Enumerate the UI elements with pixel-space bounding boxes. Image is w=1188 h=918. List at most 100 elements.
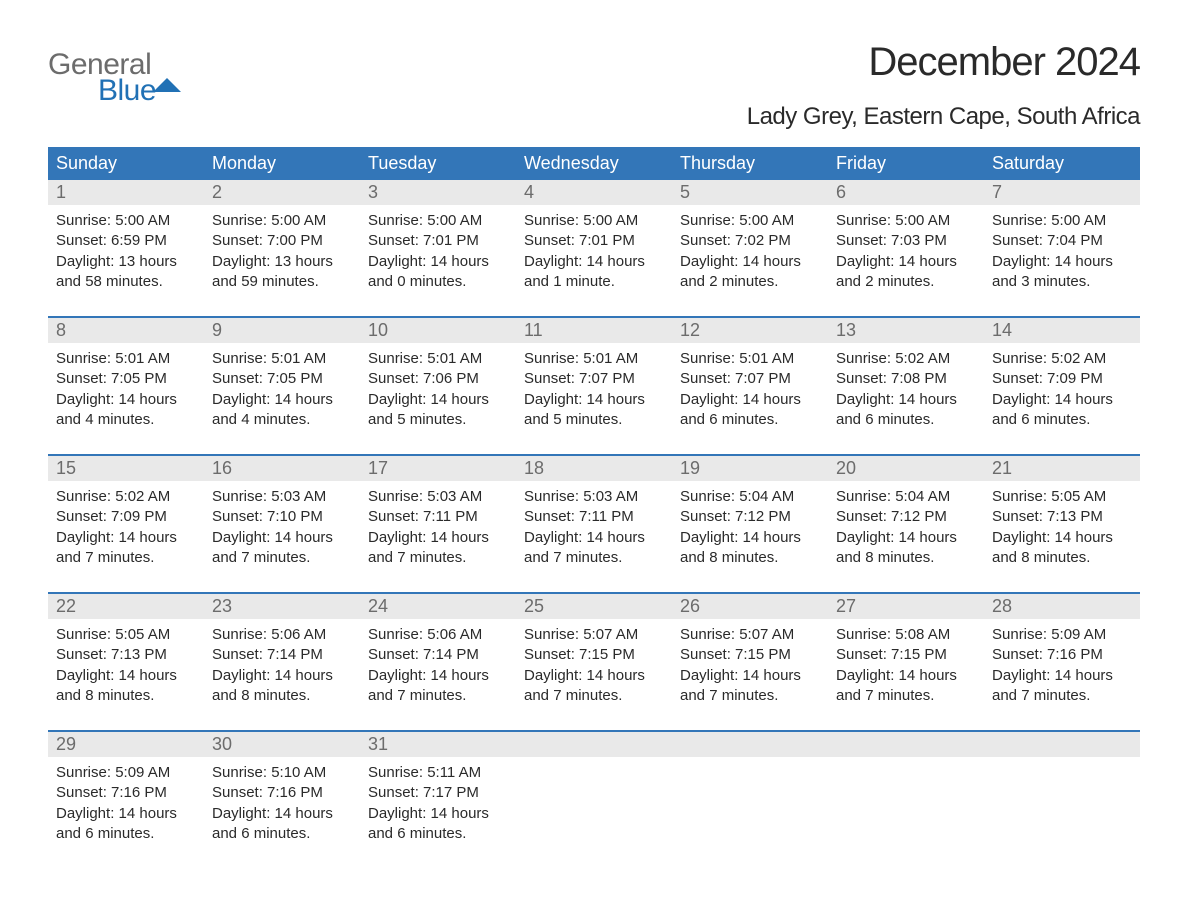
d1-line: Daylight: 13 hours	[212, 252, 352, 272]
d2-line: and 2 minutes.	[836, 272, 976, 292]
sunset-line: Sunset: 7:09 PM	[992, 369, 1132, 389]
d2-line: and 7 minutes.	[992, 686, 1132, 706]
sunset-line: Sunset: 7:00 PM	[212, 231, 352, 251]
d1-line: Daylight: 14 hours	[368, 804, 508, 824]
day-info-cell: Sunrise: 5:00 AMSunset: 7:00 PMDaylight:…	[204, 205, 360, 296]
day-info-cell: Sunrise: 5:05 AMSunset: 7:13 PMDaylight:…	[48, 619, 204, 710]
day-info-cell: Sunrise: 5:04 AMSunset: 7:12 PMDaylight:…	[828, 481, 984, 572]
day-number-band: 22232425262728	[48, 594, 1140, 619]
d2-line: and 5 minutes.	[524, 410, 664, 430]
sunset-line: Sunset: 7:17 PM	[368, 783, 508, 803]
day-number: 3	[360, 180, 516, 205]
day-number: 28	[984, 594, 1140, 619]
sunset-line: Sunset: 7:16 PM	[56, 783, 196, 803]
day-number: 31	[360, 732, 516, 757]
d2-line: and 6 minutes.	[680, 410, 820, 430]
logo: General Blue	[48, 48, 181, 108]
day-number: 14	[984, 318, 1140, 343]
d1-line: Daylight: 14 hours	[992, 666, 1132, 686]
sunrise-line: Sunrise: 5:00 AM	[368, 211, 508, 231]
day-number: 26	[672, 594, 828, 619]
sunrise-line: Sunrise: 5:03 AM	[212, 487, 352, 507]
d2-line: and 4 minutes.	[212, 410, 352, 430]
sunset-line: Sunset: 7:16 PM	[992, 645, 1132, 665]
d1-line: Daylight: 14 hours	[368, 528, 508, 548]
d2-line: and 8 minutes.	[836, 548, 976, 568]
day-number: 10	[360, 318, 516, 343]
week-row: 15161718192021Sunrise: 5:02 AMSunset: 7:…	[48, 454, 1140, 572]
sunrise-line: Sunrise: 5:09 AM	[56, 763, 196, 783]
day-number: 1	[48, 180, 204, 205]
sunrise-line: Sunrise: 5:00 AM	[524, 211, 664, 231]
sunset-line: Sunset: 7:14 PM	[368, 645, 508, 665]
d2-line: and 58 minutes.	[56, 272, 196, 292]
day-info-cell: Sunrise: 5:00 AMSunset: 7:02 PMDaylight:…	[672, 205, 828, 296]
sunrise-line: Sunrise: 5:02 AM	[56, 487, 196, 507]
day-header-cell: Friday	[828, 147, 984, 180]
sunrise-line: Sunrise: 5:00 AM	[212, 211, 352, 231]
header: General Blue December 2024 Lady Grey, Ea…	[48, 40, 1140, 131]
sunrise-line: Sunrise: 5:08 AM	[836, 625, 976, 645]
day-number: 30	[204, 732, 360, 757]
sunrise-line: Sunrise: 5:01 AM	[368, 349, 508, 369]
d1-line: Daylight: 14 hours	[56, 528, 196, 548]
day-header-cell: Thursday	[672, 147, 828, 180]
day-info-cell: Sunrise: 5:06 AMSunset: 7:14 PMDaylight:…	[204, 619, 360, 710]
day-info-cell: Sunrise: 5:00 AMSunset: 6:59 PMDaylight:…	[48, 205, 204, 296]
d2-line: and 2 minutes.	[680, 272, 820, 292]
sunset-line: Sunset: 7:12 PM	[836, 507, 976, 527]
sunset-line: Sunset: 7:04 PM	[992, 231, 1132, 251]
day-info-cell: Sunrise: 5:03 AMSunset: 7:10 PMDaylight:…	[204, 481, 360, 572]
day-info-cell	[828, 757, 984, 848]
sunset-line: Sunset: 7:07 PM	[524, 369, 664, 389]
day-number: 20	[828, 456, 984, 481]
d1-line: Daylight: 14 hours	[836, 252, 976, 272]
sunrise-line: Sunrise: 5:03 AM	[524, 487, 664, 507]
d2-line: and 6 minutes.	[56, 824, 196, 844]
day-number: 9	[204, 318, 360, 343]
d1-line: Daylight: 13 hours	[56, 252, 196, 272]
d2-line: and 5 minutes.	[368, 410, 508, 430]
info-row: Sunrise: 5:05 AMSunset: 7:13 PMDaylight:…	[48, 619, 1140, 710]
day-info-cell: Sunrise: 5:01 AMSunset: 7:06 PMDaylight:…	[360, 343, 516, 434]
weeks-container: 1234567Sunrise: 5:00 AMSunset: 6:59 PMDa…	[48, 180, 1140, 848]
day-number: 2	[204, 180, 360, 205]
day-number: 8	[48, 318, 204, 343]
day-number-band: 293031	[48, 732, 1140, 757]
d2-line: and 7 minutes.	[680, 686, 820, 706]
sunrise-line: Sunrise: 5:01 AM	[56, 349, 196, 369]
info-row: Sunrise: 5:09 AMSunset: 7:16 PM Daylight:…	[48, 757, 1140, 848]
sunrise-line: Sunrise: 5:00 AM	[56, 211, 196, 231]
d1-line: Daylight: 14 hours	[368, 390, 508, 410]
day-info-cell: Sunrise: 5:11 AMSunset: 7:17 PMDaylight:…	[360, 757, 516, 848]
d1-line: Daylight: 14 hours	[992, 390, 1132, 410]
day-info-cell: Sunrise: 5:04 AMSunset: 7:12 PMDaylight:…	[672, 481, 828, 572]
day-header-cell: Sunday	[48, 147, 204, 180]
title-block: December 2024 Lady Grey, Eastern Cape, S…	[747, 40, 1140, 131]
sunset-line: Sunset: 7:15 PM	[680, 645, 820, 665]
d2-line: and 8 minutes.	[212, 686, 352, 706]
d2-line: and 7 minutes.	[56, 548, 196, 568]
sunrise-line: Sunrise: 5:04 AM	[680, 487, 820, 507]
sunset-line: Sunset: 7:11 PM	[368, 507, 508, 527]
d1-line: Daylight: 14 hours	[836, 528, 976, 548]
sunset-line: Sunset: 7:12 PM	[680, 507, 820, 527]
d1-line: Daylight: 14 hours	[212, 666, 352, 686]
day-info-cell: Sunrise: 5:00 AMSunset: 7:04 PMDaylight:…	[984, 205, 1140, 296]
d2-line: and 7 minutes.	[836, 686, 976, 706]
d2-line: and 8 minutes.	[992, 548, 1132, 568]
sunset-line: Sunset: 7:13 PM	[56, 645, 196, 665]
day-number: 17	[360, 456, 516, 481]
sunrise-line: Sunrise: 5:07 AM	[524, 625, 664, 645]
day-number	[984, 732, 1140, 757]
d1-line: Daylight: 14 hours	[56, 390, 196, 410]
day-number: 25	[516, 594, 672, 619]
day-number: 6	[828, 180, 984, 205]
d2-line: and 6 minutes.	[212, 824, 352, 844]
info-row: Sunrise: 5:02 AMSunset: 7:09 PMDaylight:…	[48, 481, 1140, 572]
day-info-cell: Sunrise: 5:02 AMSunset: 7:08 PMDaylight:…	[828, 343, 984, 434]
sunrise-line: Sunrise: 5:01 AM	[680, 349, 820, 369]
d1-line: Daylight: 14 hours	[524, 390, 664, 410]
day-info-cell: Sunrise: 5:00 AMSunset: 7:01 PMDaylight:…	[516, 205, 672, 296]
day-info-cell: Sunrise: 5:01 AMSunset: 7:05 PMDaylight:…	[204, 343, 360, 434]
